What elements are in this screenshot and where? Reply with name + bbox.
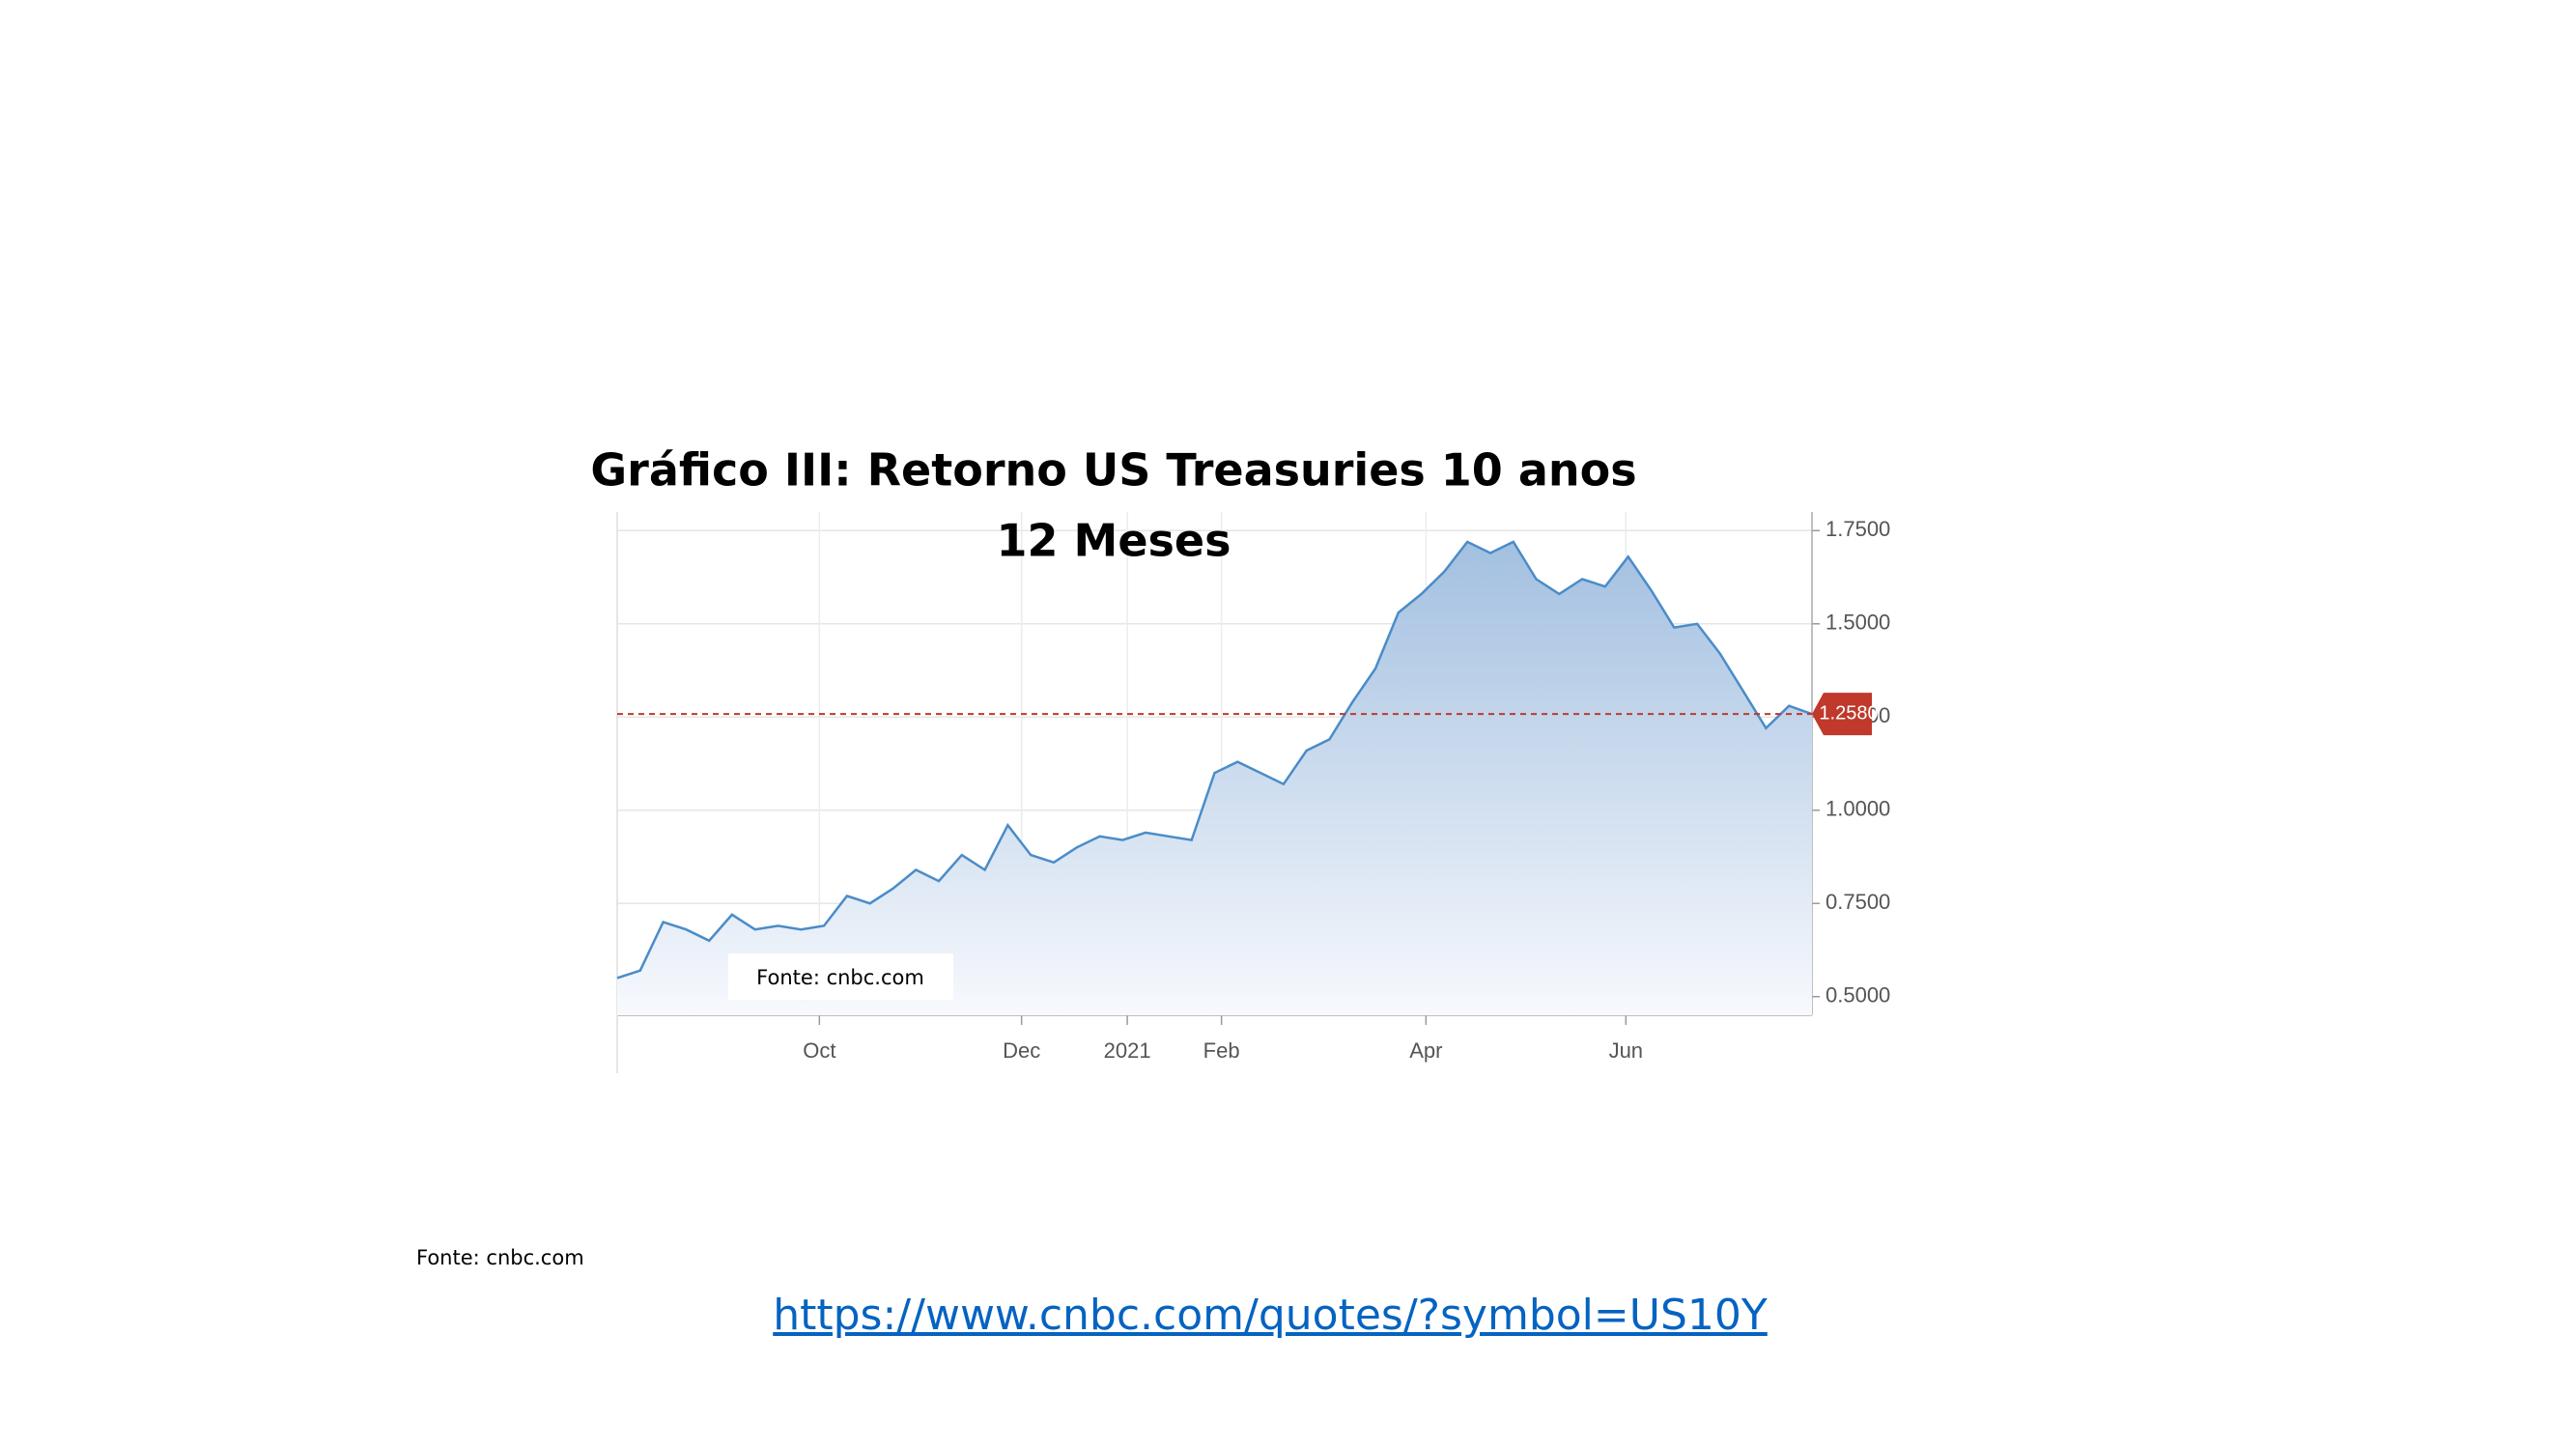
area-fill: [617, 541, 1812, 1015]
last-value-tag: [1812, 693, 1872, 736]
source-link[interactable]: https://www.cnbc.com/quotes/?symbol=US10…: [773, 1291, 1768, 1340]
x-tick-label: Jun: [1609, 1038, 1643, 1063]
x-tick-label: Apr: [1409, 1038, 1442, 1063]
chart-title: Gráfico III: Retorno US Treasuries 10 an…: [590, 444, 1636, 497]
x-tick-label: 2021: [1104, 1038, 1151, 1063]
last-value-label: 1.2580: [1819, 702, 1878, 724]
x-tick-label: Oct: [803, 1038, 835, 1063]
line: [616, 540, 1813, 980]
chart-source: Fonte: cnbc.com: [756, 966, 924, 989]
y-tick-label: 1.7500: [1826, 517, 1890, 541]
y-tick-label: 1.5000: [1826, 611, 1890, 635]
x-tick-label: Dec: [1003, 1038, 1040, 1063]
chart-subtitle: 12 Meses: [997, 515, 1231, 567]
y-tick-label: 0.5000: [1826, 983, 1890, 1008]
x-tick-label: Feb: [1203, 1038, 1240, 1063]
y-tick-label: 1.0000: [1826, 797, 1890, 821]
source-box: [728, 953, 953, 1000]
y-tick-label: 0.7500: [1826, 890, 1890, 914]
footnote: Fonte: cnbc.com: [416, 1246, 584, 1269]
